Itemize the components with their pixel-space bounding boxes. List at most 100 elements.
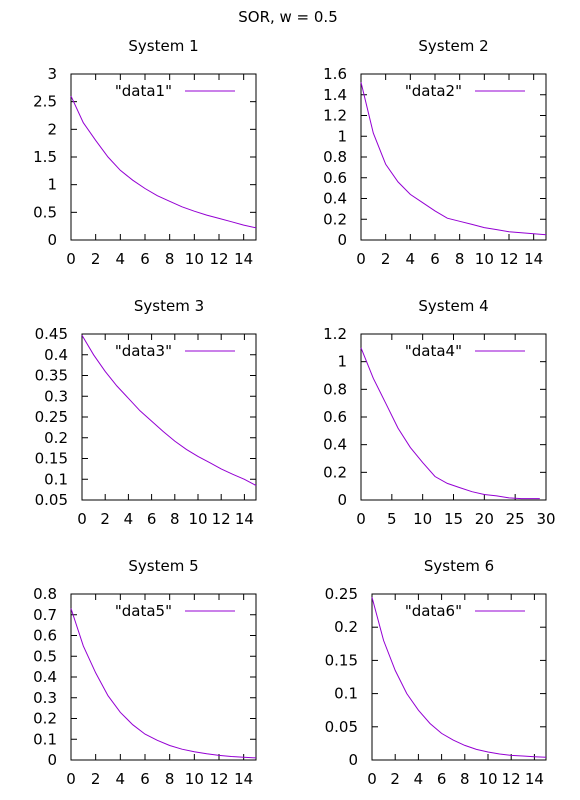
y-tick-label: 0.35 xyxy=(35,367,68,385)
plot-frame xyxy=(371,593,547,761)
x-tick-label: 10 xyxy=(475,250,494,268)
y-tick-label: 0.4 xyxy=(323,190,347,208)
y-tick-label: 0.1 xyxy=(33,730,57,748)
y-tick-label: 0.4 xyxy=(44,346,68,364)
y-tick-label: 0.15 xyxy=(35,450,68,468)
y-tick-label: 0.8 xyxy=(323,148,347,166)
y-tick-label: 0.3 xyxy=(44,387,68,405)
y-tick-label: 1.4 xyxy=(323,86,347,104)
chart-title: System 5 xyxy=(128,557,198,575)
y-tick-label: 0.4 xyxy=(33,668,57,686)
x-tick-label: 4 xyxy=(124,510,134,528)
y-tick-label: 0 xyxy=(47,231,57,249)
legend-label: "data2" xyxy=(405,82,462,100)
y-tick-label: 0.7 xyxy=(33,606,57,624)
x-tick-label: 2 xyxy=(381,250,391,268)
y-tick-label: 0.25 xyxy=(325,585,358,603)
x-tick-label: 0 xyxy=(356,250,366,268)
x-tick-label: 6 xyxy=(140,770,150,788)
x-tick-label: 4 xyxy=(414,770,424,788)
x-tick-label: 20 xyxy=(475,510,494,528)
series-line-1 xyxy=(70,608,257,759)
x-tick-label: 8 xyxy=(455,250,465,268)
x-tick-label: 15 xyxy=(444,510,463,528)
y-tick-label: 1.6 xyxy=(323,65,347,83)
x-tick-label: 12 xyxy=(209,250,228,268)
x-tick-label: 4 xyxy=(116,250,126,268)
y-tick-label: 0.6 xyxy=(33,627,57,645)
x-tick-label: 14 xyxy=(524,250,543,268)
y-tick-label: 0 xyxy=(47,751,57,769)
chart-title: System 6 xyxy=(424,557,494,575)
x-tick-label: 14 xyxy=(234,770,253,788)
y-tick-label: 1 xyxy=(47,176,57,194)
x-tick-label: 0 xyxy=(77,510,87,528)
y-tick-label: 0.45 xyxy=(35,325,68,343)
legend-label: "data3" xyxy=(115,342,172,360)
y-tick-label: 0 xyxy=(337,231,347,249)
y-tick-label: 1.2 xyxy=(323,325,347,343)
y-tick-label: 1 xyxy=(337,127,347,145)
chart-title: System 3 xyxy=(134,297,204,315)
x-tick-label: 8 xyxy=(460,770,470,788)
x-tick-label: 2 xyxy=(91,250,101,268)
legend-label: "data4" xyxy=(405,342,462,360)
chart-panel-2: System 20 2 4 6 8 10 12 1400.20.40.60.811.21.41… xyxy=(323,37,547,268)
x-tick-label: 0 xyxy=(66,250,76,268)
y-tick-label: 1 xyxy=(337,353,347,371)
legend-label: "data5" xyxy=(115,602,172,620)
y-tick-label: 1.2 xyxy=(323,107,347,125)
series-line-1 xyxy=(371,597,547,758)
chart-title: System 4 xyxy=(418,297,488,315)
y-tick-label: 2.5 xyxy=(33,93,57,111)
x-tick-label: 12 xyxy=(212,510,231,528)
y-tick-label: 0.5 xyxy=(33,203,57,221)
y-tick-label: 0.2 xyxy=(33,710,57,728)
x-tick-label: 0 xyxy=(66,770,76,788)
y-tick-label: 0.15 xyxy=(325,651,358,669)
y-tick-label: 0.5 xyxy=(33,647,57,665)
y-tick-label: 0 xyxy=(337,491,347,509)
series-line-1 xyxy=(360,347,540,500)
y-tick-label: 0.1 xyxy=(44,470,68,488)
x-tick-label: 30 xyxy=(536,510,555,528)
y-tick-label: 0.2 xyxy=(334,618,358,636)
legend-label: "data6" xyxy=(405,602,462,620)
y-tick-label: 0.25 xyxy=(35,408,68,426)
y-tick-label: 0.1 xyxy=(334,685,358,703)
x-tick-label: 12 xyxy=(502,770,521,788)
x-tick-label: 10 xyxy=(185,250,204,268)
series-line-1 xyxy=(360,82,547,236)
x-tick-label: 5 xyxy=(387,510,397,528)
chart-panel-3: System 3 0 2 4 6 8 10 12 14 0.05 0.1 0.15 0.2 0.25 0.3… xyxy=(35,297,257,528)
y-tick-label: 0.05 xyxy=(35,491,68,509)
chart-panel-5: System 50 2 4 6 8 10 12 1400.10.20.30.40.50.60.… xyxy=(33,557,257,788)
x-tick-label: 10 xyxy=(413,510,432,528)
y-tick-label: 0.4 xyxy=(323,436,347,454)
x-tick-label: 10 xyxy=(478,770,497,788)
y-tick-label: 1.5 xyxy=(33,148,57,166)
legend-label: "data1" xyxy=(115,82,172,100)
chart-title: System 1 xyxy=(128,37,198,55)
y-tick-label: 0.2 xyxy=(44,429,68,447)
y-tick-label: 2 xyxy=(47,120,57,138)
x-tick-label: 25 xyxy=(506,510,525,528)
y-tick-label: 0.8 xyxy=(33,585,57,603)
x-tick-label: 6 xyxy=(437,770,447,788)
x-tick-label: 8 xyxy=(170,510,180,528)
x-tick-label: 14 xyxy=(235,510,254,528)
y-tick-label: 0.05 xyxy=(325,718,358,736)
x-tick-label: 12 xyxy=(209,770,228,788)
y-tick-label: 0.3 xyxy=(33,689,57,707)
x-tick-label: 10 xyxy=(185,770,204,788)
x-tick-label: 8 xyxy=(165,250,175,268)
chart-title: System 2 xyxy=(418,37,488,55)
y-tick-label: 0.8 xyxy=(323,380,347,398)
x-tick-label: 0 xyxy=(356,510,366,528)
x-tick-label: 6 xyxy=(430,250,440,268)
x-tick-label: 4 xyxy=(406,250,416,268)
chart-panel-6: System 60 2 4 6 8 10 12 1400.050.10.150.20.25"d… xyxy=(325,557,547,788)
series-line-1 xyxy=(81,334,257,486)
series-line-1 xyxy=(70,95,257,229)
